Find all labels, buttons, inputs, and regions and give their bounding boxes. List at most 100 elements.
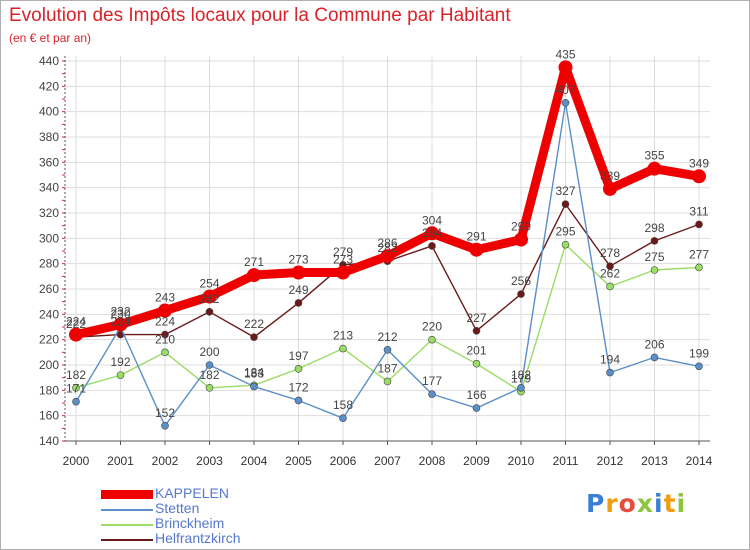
data-point-stetten	[72, 397, 80, 406]
logo-letter: x	[636, 489, 654, 518]
data-label-helfrantzkirch: 222	[66, 317, 86, 331]
data-label-stetten: 171	[66, 382, 86, 396]
data-label-stetten: 194	[600, 353, 620, 367]
data-label-brinckheim: 197	[288, 349, 308, 363]
data-label-kappelen: 286	[377, 236, 397, 250]
data-label-helfrantzkirch: 327	[555, 184, 575, 198]
data-point-helfrantzkirch	[250, 333, 258, 341]
data-label-kappelen: 232	[110, 304, 130, 318]
legend-swatch-helfrantzkirch	[101, 539, 153, 541]
y-tick-label: 280	[39, 257, 59, 271]
data-label-helfrantzkirch: 294	[422, 226, 442, 240]
data-label-brinckheim: 187	[377, 361, 397, 375]
x-tick-label: 2013	[641, 454, 668, 468]
y-tick-label: 340	[39, 181, 59, 195]
series-kappelen	[69, 60, 706, 342]
data-label-helfrantzkirch: 282	[377, 241, 397, 255]
data-point-kappelen	[202, 289, 217, 304]
data-point-kappelen	[514, 232, 528, 247]
data-point-kappelen	[380, 249, 395, 264]
data-label-kappelen: 291	[466, 230, 486, 244]
data-point-stetten	[294, 396, 303, 405]
data-label-stetten: 199	[689, 346, 709, 360]
data-label-helfrantzkirch: 256	[511, 274, 531, 288]
logo-letter: i	[654, 489, 664, 518]
legend-swatch-brinckheim	[101, 524, 153, 526]
data-point-helfrantzkirch	[205, 307, 214, 316]
logo-letter: P	[586, 489, 606, 518]
data-label-brinckheim: 192	[110, 355, 130, 369]
data-label-kappelen: 243	[155, 291, 175, 305]
data-point-stetten	[472, 404, 481, 412]
legend-label-stetten: Stetten	[155, 500, 200, 516]
logo-letter: i	[676, 489, 687, 518]
y-tick-label: 440	[39, 54, 59, 68]
data-point-stetten	[161, 421, 169, 430]
x-tick-label: 2007	[374, 454, 401, 468]
data-point-kappelen	[647, 161, 662, 176]
x-tick-label: 2002	[152, 454, 179, 468]
x-tick-label: 2011	[553, 454, 579, 468]
data-point-brinckheim	[561, 240, 570, 249]
data-point-brinckheim	[650, 266, 659, 274]
data-point-kappelen	[603, 181, 617, 196]
data-point-stetten	[606, 368, 614, 377]
data-point-kappelen	[247, 268, 261, 283]
x-tick-label: 2010	[508, 454, 535, 468]
y-tick-label: 260	[39, 282, 59, 296]
x-tick-label: 2008	[419, 454, 446, 468]
data-point-brinckheim	[116, 371, 125, 379]
data-label-brinckheim: 179	[511, 372, 531, 386]
data-label-brinckheim: 262	[600, 266, 620, 280]
data-label-stetten: 166	[466, 388, 486, 402]
legend-label-helfrantzkirch: Helfrantzkirch	[155, 530, 241, 546]
data-point-brinckheim	[383, 377, 392, 386]
legend-swatch-kappelen	[101, 490, 153, 499]
data-point-stetten	[695, 362, 703, 371]
legend-label-kappelen: KAPPELEN	[155, 485, 229, 501]
data-label-stetten: 152	[155, 406, 175, 420]
data-point-stetten	[339, 414, 347, 423]
data-point-brinckheim	[606, 282, 614, 291]
data-label-kappelen: 273	[333, 253, 353, 267]
x-tick-label: 2000	[63, 454, 90, 468]
data-point-stetten	[561, 99, 570, 107]
data-label-kappelen: 435	[555, 47, 575, 61]
legend-label-brinckheim: Brinckheim	[155, 515, 225, 531]
data-point-kappelen	[336, 265, 350, 280]
data-point-helfrantzkirch	[517, 290, 525, 298]
data-point-kappelen	[69, 327, 83, 342]
data-label-helfrantzkirch: 224	[155, 315, 175, 329]
data-label-stetten: 230	[110, 307, 130, 321]
x-tick-label: 2014	[686, 454, 713, 468]
data-label-helfrantzkirch: 249	[288, 283, 308, 297]
data-label-brinckheim: 182	[66, 368, 86, 382]
proxiti-logo: Proxiti	[586, 489, 686, 518]
logo-letter: r	[605, 489, 619, 518]
chart-subtitle: (en € et par an)	[9, 31, 92, 45]
data-point-brinckheim	[472, 359, 481, 368]
data-label-stetten: 183	[244, 367, 264, 381]
data-point-helfrantzkirch	[161, 330, 169, 339]
data-label-kappelen: 299	[511, 220, 531, 234]
data-point-helfrantzkirch	[695, 220, 703, 229]
y-tick-label: 320	[39, 206, 59, 220]
data-label-stetten: 212	[377, 330, 397, 344]
x-tick-label: 2005	[285, 454, 312, 468]
data-point-brinckheim	[161, 348, 169, 357]
data-point-helfrantzkirch	[650, 237, 659, 245]
legend-swatch-stetten	[101, 509, 153, 511]
data-label-helfrantzkirch: 278	[600, 246, 620, 260]
data-label-brinckheim: 295	[555, 225, 575, 239]
x-tick-label: 2003	[196, 454, 223, 468]
data-point-kappelen	[291, 265, 306, 280]
data-label-helfrantzkirch: 311	[689, 204, 708, 218]
data-label-stetten: 206	[644, 337, 664, 351]
data-label-helfrantzkirch: 222	[244, 317, 264, 331]
data-point-helfrantzkirch	[561, 200, 570, 208]
data-point-brinckheim	[695, 263, 703, 272]
y-tick-label: 220	[39, 333, 59, 347]
